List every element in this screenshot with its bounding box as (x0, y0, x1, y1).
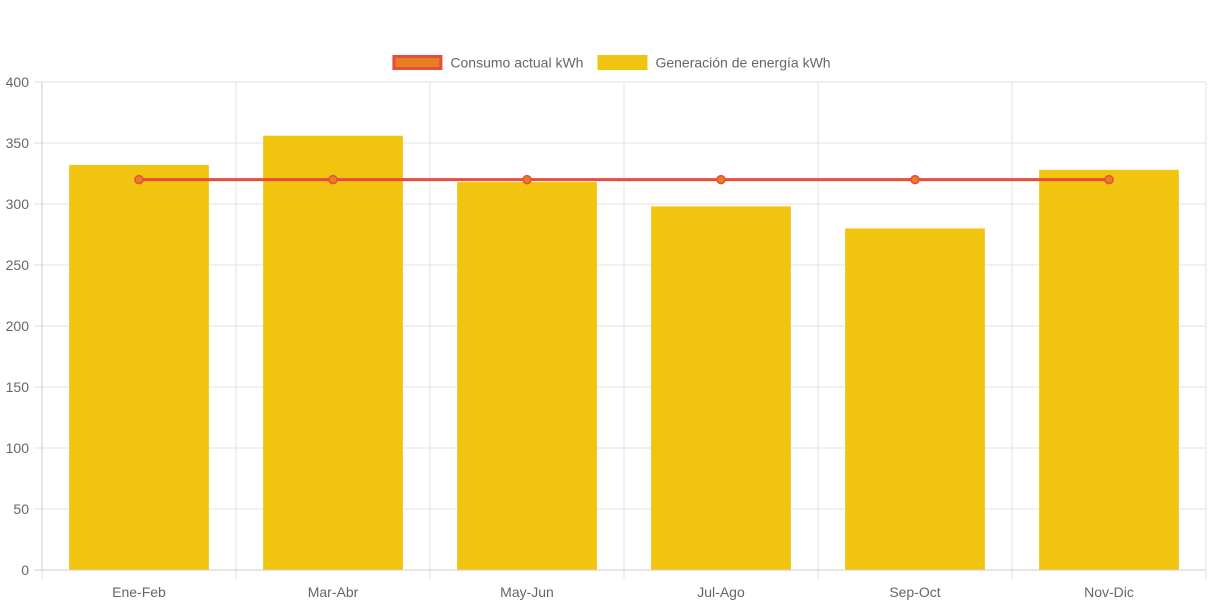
y-tick-label: 250 (6, 257, 30, 273)
legend-swatch-consumo (392, 55, 443, 70)
bar-generacion[interactable] (845, 228, 985, 570)
bar-generacion[interactable] (457, 182, 597, 571)
y-tick-label: 200 (6, 318, 30, 334)
y-tick-label: 300 (6, 196, 30, 212)
bar-series (69, 135, 1179, 571)
line-series (134, 174, 1114, 185)
x-tick-label: Sep-Oct (889, 584, 940, 600)
legend-label: Consumo actual kWh (450, 55, 583, 71)
x-tick-label: Nov-Dic (1084, 584, 1134, 600)
point-consumo[interactable] (134, 174, 144, 185)
legend-swatch-generacion (597, 55, 648, 70)
y-tick-label: 400 (6, 74, 30, 90)
x-tick-label: Jul-Ago (697, 584, 745, 600)
x-tick-label: Ene-Feb (112, 584, 166, 600)
bar-generacion[interactable] (69, 164, 209, 570)
y-tick-label: 0 (21, 562, 29, 578)
point-consumo[interactable] (910, 174, 920, 185)
axes: 0 50 100 150 200 250 300 350 400 Ene-Feb Mar-Abr Ma… (6, 74, 1206, 600)
y-tick-label: 350 (6, 135, 30, 151)
y-tick-label: 50 (13, 501, 29, 517)
point-consumo[interactable] (328, 174, 338, 185)
legend-label: Generación de energía kWh (655, 55, 830, 71)
point-consumo[interactable] (716, 174, 726, 185)
legend-item[interactable]: Generación de energía kWh (597, 55, 831, 71)
x-tick-label: Mar-Abr (308, 584, 359, 600)
legend-item[interactable]: Consumo actual kWh (392, 55, 584, 71)
x-tick-label: May-Jun (500, 584, 554, 600)
bar-generacion[interactable] (263, 135, 403, 570)
y-tick-label: 100 (6, 440, 30, 456)
point-consumo[interactable] (1104, 174, 1114, 185)
grid-lines (34, 81, 1207, 579)
legend[interactable]: Consumo actual kWh Generación de energía … (392, 55, 831, 71)
bar-generacion[interactable] (651, 206, 791, 570)
bar-generacion[interactable] (1039, 169, 1179, 570)
y-tick-label: 150 (6, 379, 30, 395)
point-consumo[interactable] (522, 174, 532, 185)
